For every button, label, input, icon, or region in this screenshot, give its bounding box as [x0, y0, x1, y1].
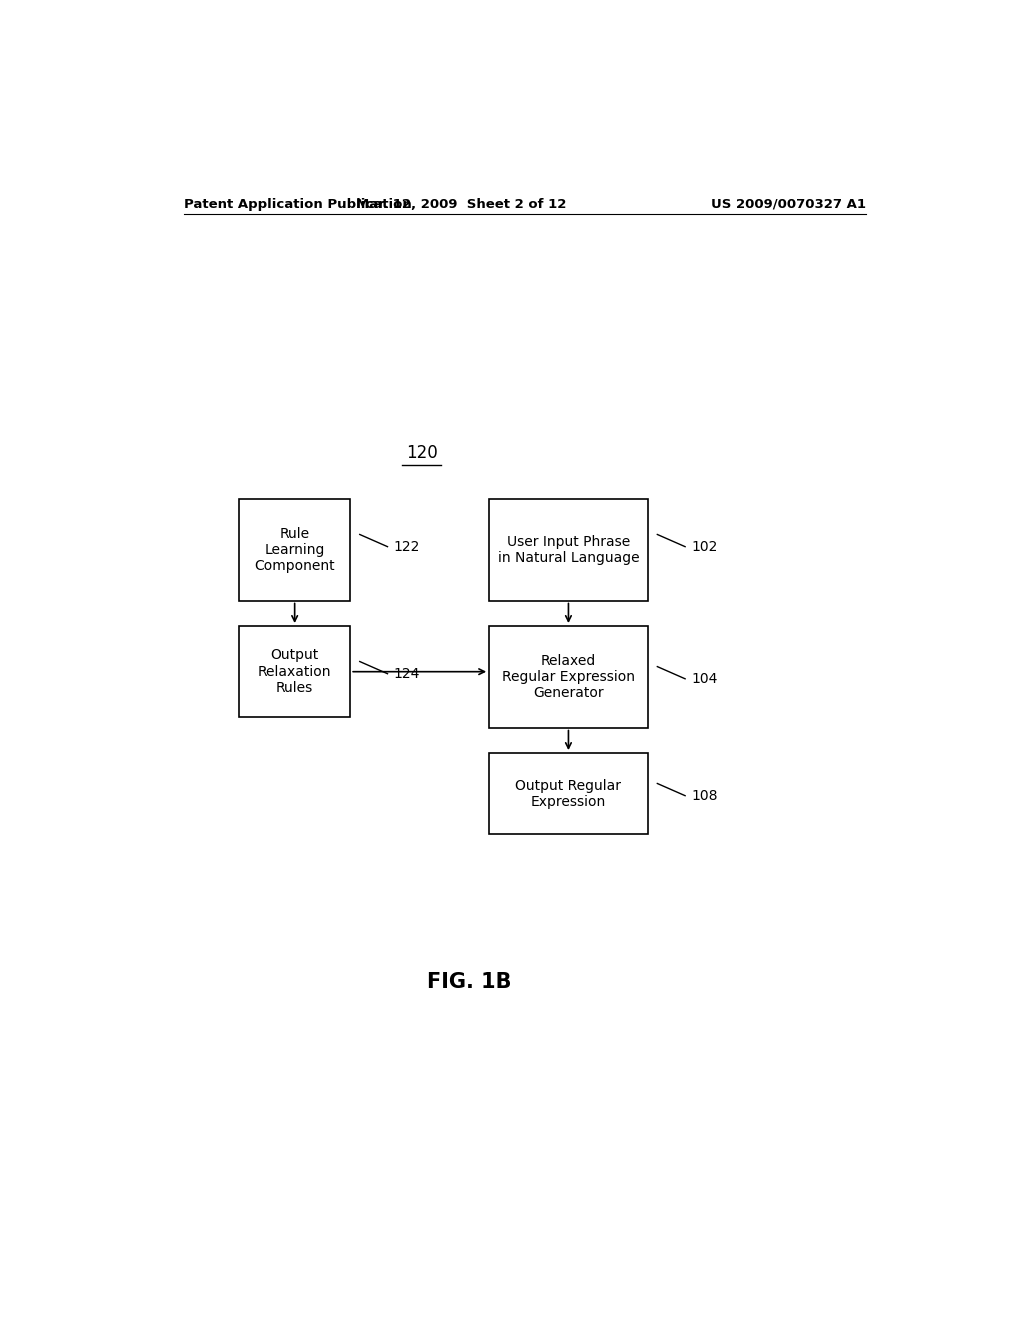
Text: Relaxed
Regular Expression
Generator: Relaxed Regular Expression Generator	[502, 653, 635, 700]
Text: 120: 120	[406, 444, 437, 462]
Text: Output
Relaxation
Rules: Output Relaxation Rules	[258, 648, 332, 694]
Text: Rule
Learning
Component: Rule Learning Component	[254, 527, 335, 573]
Text: 122: 122	[394, 540, 420, 553]
Text: Mar. 12, 2009  Sheet 2 of 12: Mar. 12, 2009 Sheet 2 of 12	[356, 198, 566, 211]
FancyBboxPatch shape	[489, 499, 648, 601]
FancyBboxPatch shape	[239, 499, 350, 601]
Text: US 2009/0070327 A1: US 2009/0070327 A1	[711, 198, 866, 211]
FancyBboxPatch shape	[239, 626, 350, 718]
Text: FIG. 1B: FIG. 1B	[427, 972, 512, 991]
Text: Patent Application Publication: Patent Application Publication	[183, 198, 412, 211]
FancyBboxPatch shape	[489, 752, 648, 834]
Text: Output Regular
Expression: Output Regular Expression	[515, 779, 622, 809]
Text: 108: 108	[691, 788, 718, 803]
Text: 104: 104	[691, 672, 718, 686]
Text: 102: 102	[691, 540, 718, 553]
FancyBboxPatch shape	[489, 626, 648, 727]
Text: 124: 124	[394, 667, 420, 681]
Text: User Input Phrase
in Natural Language: User Input Phrase in Natural Language	[498, 535, 639, 565]
